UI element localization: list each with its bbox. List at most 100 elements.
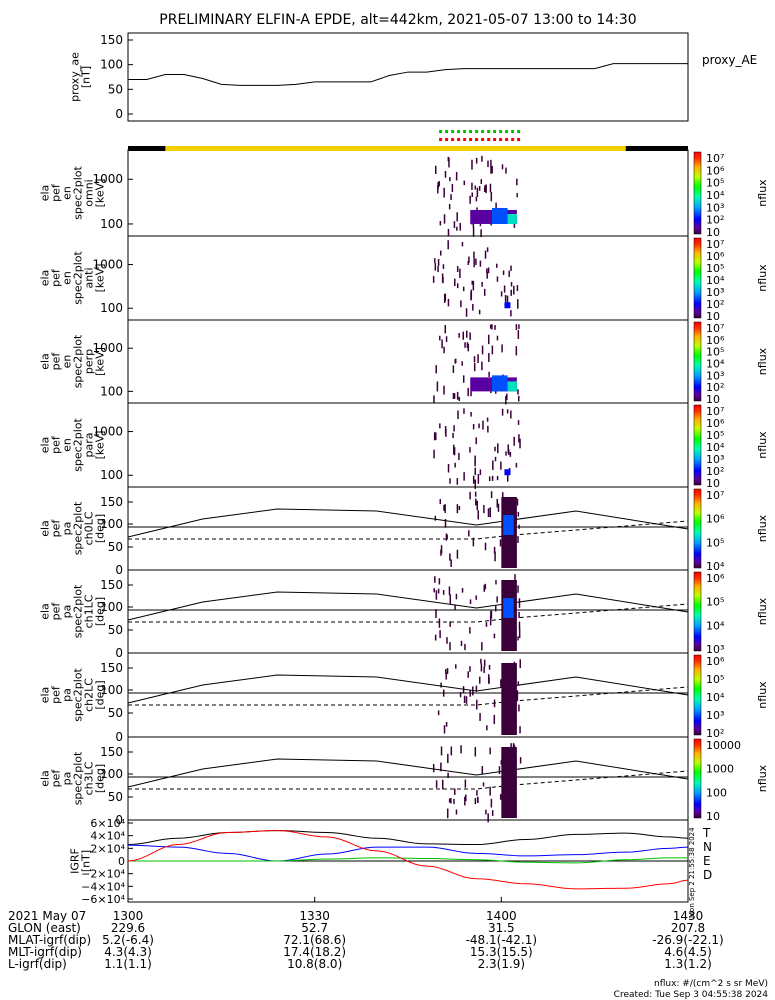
spectrogram-pixel [485, 809, 487, 815]
spectrogram-pixel [449, 177, 451, 182]
ephem-label-0: 2021 May 07 [8, 909, 86, 923]
spectrogram-pixel [456, 266, 459, 273]
spectrogram-pixel [470, 391, 472, 397]
spectrogram-pixel [483, 187, 486, 193]
spectrogram-pixel [496, 263, 498, 268]
spectrogram-pixel [434, 262, 437, 271]
spectrogram-block [492, 207, 508, 224]
spectrogram-pixel [477, 473, 480, 484]
spectrogram-pixel [453, 425, 455, 432]
spectrogram-pixel [486, 271, 488, 279]
spectrogram-pixel [516, 692, 518, 702]
spectrogram-pixel [495, 202, 497, 209]
spectrogram-pixel [518, 704, 520, 712]
spectrogram-pixel [447, 156, 450, 162]
spectrogram-pixel [468, 256, 470, 263]
spectrogram-pixel [440, 545, 443, 554]
loss-cone-line [127, 674, 689, 704]
ylabel-pa_ch2-1: pef [50, 685, 63, 704]
colorbar-tick-pa_ch2-3: 10³ [706, 709, 724, 722]
colorbar-tick-en_perp-0: 10⁷ [706, 322, 724, 335]
spectrogram-pixel [445, 722, 448, 727]
panel-frame-pa_ch3 [127, 736, 689, 821]
spectrogram-pixel [486, 247, 489, 252]
status-mark-red [457, 138, 461, 141]
ylabel-pa_ch1-2: pa [61, 605, 74, 619]
colorbar-label-en_anti: nflux [756, 264, 769, 292]
ylabel-en_anti-4: anti [83, 267, 96, 288]
spectrogram-pixel [471, 182, 473, 190]
ytick-igrf-4: −2×10⁴ [81, 868, 125, 881]
spectrogram-pixel [443, 385, 445, 395]
spectrogram-pixel [476, 187, 479, 198]
spectrogram-pixel [435, 590, 438, 600]
ytick-pa_ch0-0: 150 [100, 495, 123, 509]
spectrogram-pixel [433, 449, 435, 459]
colorbar-tick-en_anti-5: 10² [706, 298, 724, 311]
spectrogram-pixel [489, 747, 491, 755]
spectrogram-pixel [459, 691, 462, 698]
ylabel-pa_ch0-5: [deg] [94, 514, 107, 543]
spectrogram-pixel [461, 361, 463, 366]
spectrogram-pixel [486, 725, 488, 731]
spectrogram-pixel [472, 537, 475, 547]
colorbar-tick-pa_ch1-2: 10⁴ [706, 619, 725, 632]
spectrogram-pixel [449, 553, 451, 561]
ylabel-pa_ch1-1: pef [50, 602, 63, 621]
spectrogram-pixel [510, 282, 513, 287]
spectrogram-pixel [483, 666, 485, 673]
spectrogram-pixel [447, 772, 449, 779]
spectrogram-pixel [446, 534, 448, 540]
spectrogram-pixel [472, 220, 475, 228]
spectrogram-pixel [449, 478, 451, 484]
spectrogram-pixel [477, 354, 479, 363]
spectrogram-pixel [466, 342, 469, 349]
spectrogram-pixel [479, 260, 482, 267]
ephem-value-1-1: 52.7 [301, 921, 328, 935]
ytick-pa_ch3-0: 150 [100, 745, 123, 759]
colorbar-tick-en_omni-3: 10⁴ [706, 189, 725, 202]
spectrogram-pixel [494, 446, 496, 452]
colorbar-tick-en_perp-5: 10² [706, 381, 724, 394]
spectrogram-pixel [456, 549, 459, 559]
status-mark-red [469, 138, 473, 141]
spectrogram-pixel [440, 746, 443, 756]
spectrogram-pixel [482, 782, 485, 787]
spectrogram-pixel [440, 762, 442, 772]
ylabel-pa_ch0-3: spec2plot [72, 501, 85, 555]
status-mark-red [439, 138, 443, 141]
spectrogram-pixel [437, 185, 439, 194]
spectrogram-pixel [452, 432, 454, 439]
spectrogram-pixel [499, 794, 502, 800]
spectrogram-pixel [473, 251, 475, 259]
footer-created: Created: Tue Sep 3 04:55:38 2024 [614, 990, 769, 1000]
ephem-value-1-0: 1330 [299, 909, 330, 923]
spectrogram-block [503, 598, 514, 618]
spectrogram-pixel [463, 472, 465, 481]
ytick-proxy_ae-2: 50 [108, 82, 123, 96]
spectrogram-pixel [497, 443, 499, 454]
spectrogram-pixel [517, 511, 520, 517]
colorbar-tick-en_para-2: 10⁵ [706, 429, 724, 442]
spectrogram-pixel [480, 658, 482, 664]
spectrogram-pixel [484, 583, 487, 590]
colorbar-tick-en_anti-3: 10⁴ [706, 274, 725, 287]
spectrogram-pixel [481, 281, 483, 287]
spectrogram-pixel [474, 747, 477, 757]
spectrogram-pixel [516, 178, 518, 186]
spectrogram-pixel [517, 330, 520, 340]
spectrogram-pixel [517, 420, 520, 425]
spectrogram-pixel [501, 492, 504, 501]
legend-proxy-ae: proxy_AE [702, 53, 757, 67]
spectrogram-pixel [458, 452, 460, 461]
colorbar-label-pa_ch1: nflux [756, 597, 769, 625]
ylabel-en_para-4: para [83, 433, 96, 458]
spectrogram-pixel [479, 469, 482, 475]
ytick-en_omni-1: 100 [100, 217, 123, 231]
ylabel-en_anti-3: spec2plot [72, 251, 85, 305]
spectrogram-pixel [475, 595, 477, 600]
panel-en_para: elapefenspec2plotpara[keV]100010010⁷10⁶1… [39, 402, 769, 490]
spectrogram-pixel [494, 325, 496, 330]
spectrogram-pixel [475, 258, 477, 265]
